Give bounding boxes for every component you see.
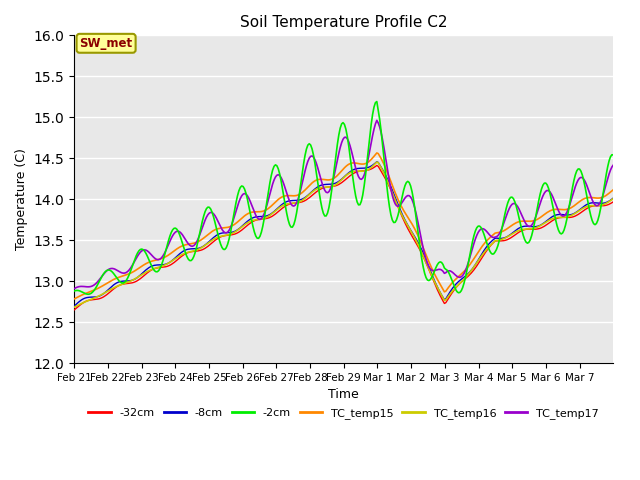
-8cm: [106, 286, 113, 291]
TC_temp17: [106, 266, 113, 272]
-32cm: [348, 172, 355, 178]
TC_temp16: [373, 159, 381, 165]
TC_temp15: [373, 150, 381, 156]
-2cm: [349, 175, 356, 181]
TC_temp17: [456, 275, 464, 280]
TC_temp16: [607, 198, 614, 204]
TC_temp16: [609, 196, 617, 202]
TC_temp15: [609, 187, 617, 192]
Title: Soil Temperature Profile C2: Soil Temperature Profile C2: [240, 15, 447, 30]
-32cm: [70, 307, 78, 313]
Line: TC_temp15: TC_temp15: [74, 153, 613, 299]
TC_temp17: [348, 148, 355, 154]
TC_temp16: [88, 296, 96, 301]
-32cm: [88, 297, 96, 302]
TC_temp17: [609, 162, 617, 168]
-8cm: [373, 159, 381, 165]
-32cm: [106, 290, 113, 296]
TC_temp15: [106, 279, 113, 285]
Text: SW_met: SW_met: [79, 37, 132, 50]
-8cm: [609, 195, 617, 201]
TC_temp17: [373, 118, 381, 123]
TC_temp17: [536, 201, 544, 206]
-8cm: [607, 197, 614, 203]
Line: TC_temp16: TC_temp16: [74, 162, 613, 307]
TC_temp16: [106, 288, 113, 293]
-2cm: [70, 288, 78, 294]
-2cm: [373, 99, 381, 105]
TC_temp17: [70, 286, 78, 292]
TC_temp15: [348, 160, 355, 166]
-2cm: [538, 186, 545, 192]
-2cm: [458, 288, 465, 294]
TC_temp15: [607, 189, 614, 195]
TC_temp17: [607, 167, 614, 173]
TC_temp16: [536, 223, 544, 228]
Line: -8cm: -8cm: [74, 162, 613, 306]
-8cm: [536, 222, 544, 228]
-2cm: [609, 152, 617, 158]
-2cm: [84, 291, 92, 297]
Line: -2cm: -2cm: [74, 102, 613, 294]
-32cm: [536, 226, 544, 231]
-32cm: [373, 163, 381, 168]
Legend: -32cm, -8cm, -2cm, TC_temp15, TC_temp16, TC_temp17: -32cm, -8cm, -2cm, TC_temp15, TC_temp16,…: [84, 403, 604, 423]
-8cm: [348, 168, 355, 174]
-8cm: [88, 294, 96, 300]
-32cm: [607, 201, 614, 206]
Line: -32cm: -32cm: [74, 166, 613, 310]
TC_temp15: [70, 296, 78, 302]
-2cm: [608, 152, 616, 157]
TC_temp15: [536, 215, 544, 220]
TC_temp16: [456, 280, 464, 286]
TC_temp16: [70, 304, 78, 310]
TC_temp16: [348, 169, 355, 175]
-32cm: [609, 199, 617, 204]
X-axis label: Time: Time: [328, 388, 359, 401]
-8cm: [70, 303, 78, 309]
Y-axis label: Temperature (C): Temperature (C): [15, 148, 28, 250]
-2cm: [90, 288, 98, 294]
-32cm: [456, 280, 464, 286]
TC_temp17: [88, 283, 96, 289]
TC_temp15: [88, 288, 96, 294]
Line: TC_temp17: TC_temp17: [74, 120, 613, 289]
-8cm: [456, 277, 464, 283]
TC_temp15: [456, 273, 464, 278]
-2cm: [107, 268, 115, 274]
